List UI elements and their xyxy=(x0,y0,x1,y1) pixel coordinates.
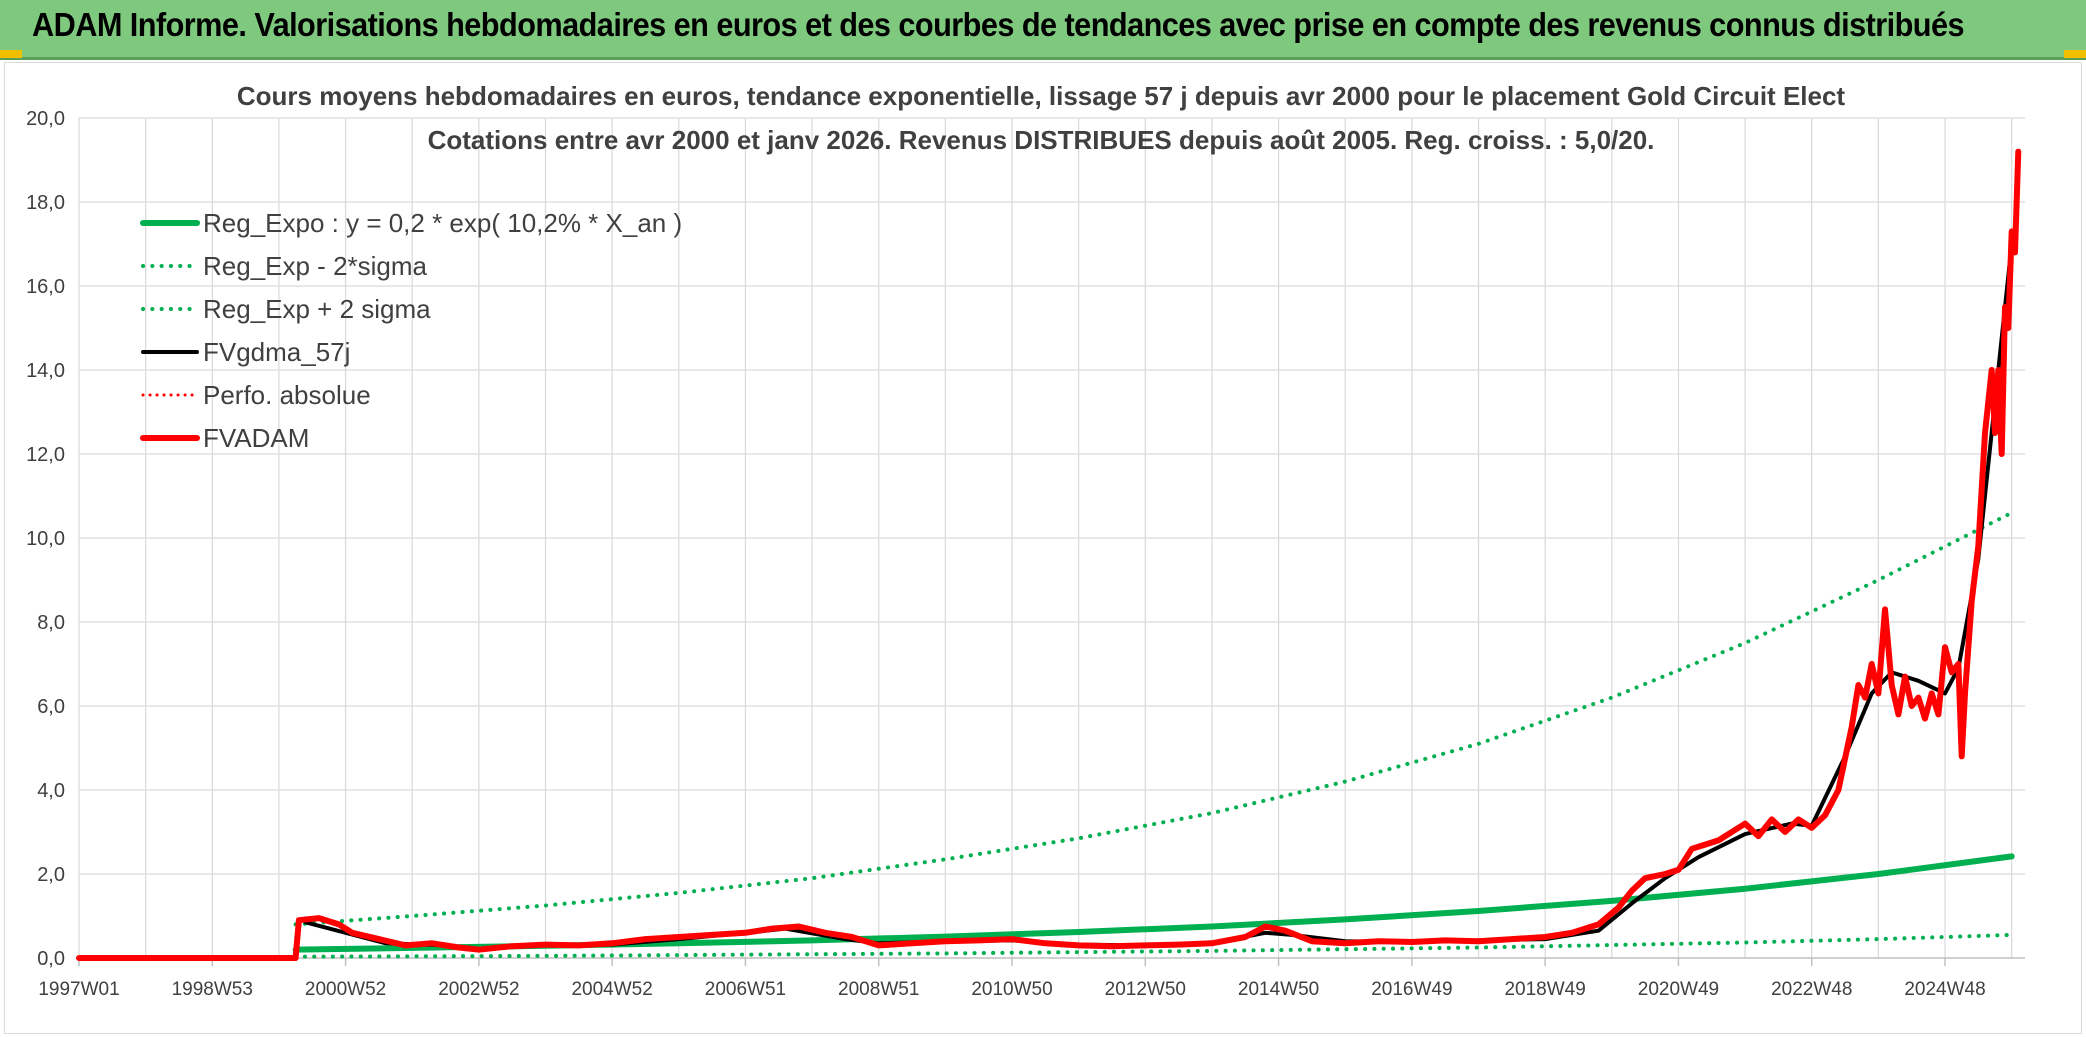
y-tick-label: 12,0 xyxy=(26,444,65,466)
x-axis-ticks: 1997W01 1998W53 2000W52 2002W52 2004W52 2006W… xyxy=(38,979,1985,1000)
chart-subtitle: Cotations entre avr 2000 et janv 2026. R… xyxy=(428,125,1655,155)
gridlines xyxy=(78,117,2025,958)
x-tick-label: 2020W49 xyxy=(1638,979,1719,1000)
x-tick-label: 2006W51 xyxy=(705,979,786,1000)
banner-corner-right xyxy=(2064,50,2086,58)
x-tick-label: 1998W53 xyxy=(172,979,253,1000)
chart-area: Cours moyens hebdomadaires en euros, ten… xyxy=(4,62,2082,1034)
y-tick-label: 6,0 xyxy=(37,696,65,718)
reg-exp-plus-2sigma-line xyxy=(293,510,2014,927)
y-tick-label: 16,0 xyxy=(26,276,65,298)
y-tick-label: 10,0 xyxy=(26,528,65,550)
x-tick-label: 2022W48 xyxy=(1771,979,1852,1000)
legend: Reg_Expo : y = 0,2 * exp( 10,2% * X_an )… xyxy=(140,208,682,453)
x-tick-label: 2018W49 xyxy=(1504,979,1585,1000)
x-tick-label: 2008W51 xyxy=(838,979,919,1000)
x-tick-label: 2000W52 xyxy=(305,979,386,1000)
y-axis-ticks: 0,0 2,0 4,0 6,0 8,0 10,0 12,0 14,0 16,0 18,0 20,0 xyxy=(26,108,65,970)
axes xyxy=(78,957,2025,966)
y-tick-label: 14,0 xyxy=(26,360,65,382)
y-tick-label: 4,0 xyxy=(37,780,65,802)
x-tick-label: 2004W52 xyxy=(571,979,652,1000)
banner-corner-left xyxy=(0,50,22,58)
line-chart: Cours moyens hebdomadaires en euros, ten… xyxy=(26,81,2025,1000)
legend-reg-exp-minus-label: Reg_Exp - 2*sigma xyxy=(203,251,428,281)
x-tick-label: 2010W50 xyxy=(971,979,1052,1000)
legend-reg-exp-plus-label: Reg_Exp + 2 sigma xyxy=(203,294,431,324)
report-title: ADAM Informe. Valorisations hebdomadaire… xyxy=(32,6,1965,43)
y-tick-label: 18,0 xyxy=(26,192,65,214)
series-lines xyxy=(76,148,2022,961)
x-tick-label: 1997W01 xyxy=(38,979,119,1000)
legend-perfo-absolue-label: Perfo. absolue xyxy=(203,380,371,410)
x-tick-label: 2024W48 xyxy=(1904,979,1985,1000)
chart-title: Cours moyens hebdomadaires en euros, ten… xyxy=(237,81,1846,111)
x-tick-label: 2002W52 xyxy=(438,979,519,1000)
legend-fvgdma-label: FVgdma_57j xyxy=(203,337,350,367)
report-banner: ADAM Informe. Valorisations hebdomadaire… xyxy=(0,0,2086,60)
y-tick-label: 8,0 xyxy=(37,612,65,634)
fvadam-line xyxy=(76,148,2022,961)
x-tick-label: 2012W50 xyxy=(1105,979,1186,1000)
x-tick-label: 2016W49 xyxy=(1371,979,1452,1000)
reg-expo-line xyxy=(292,853,2015,953)
y-tick-label: 0,0 xyxy=(37,948,65,970)
y-tick-label: 2,0 xyxy=(37,864,65,886)
legend-reg-expo-label: Reg_Expo : y = 0,2 * exp( 10,2% * X_an ) xyxy=(203,208,682,238)
fvgdma-57j-line xyxy=(303,242,2014,951)
legend-fvadam-label: FVADAM xyxy=(203,423,309,453)
x-tick-label: 2014W50 xyxy=(1238,979,1319,1000)
y-tick-label: 20,0 xyxy=(26,108,65,130)
